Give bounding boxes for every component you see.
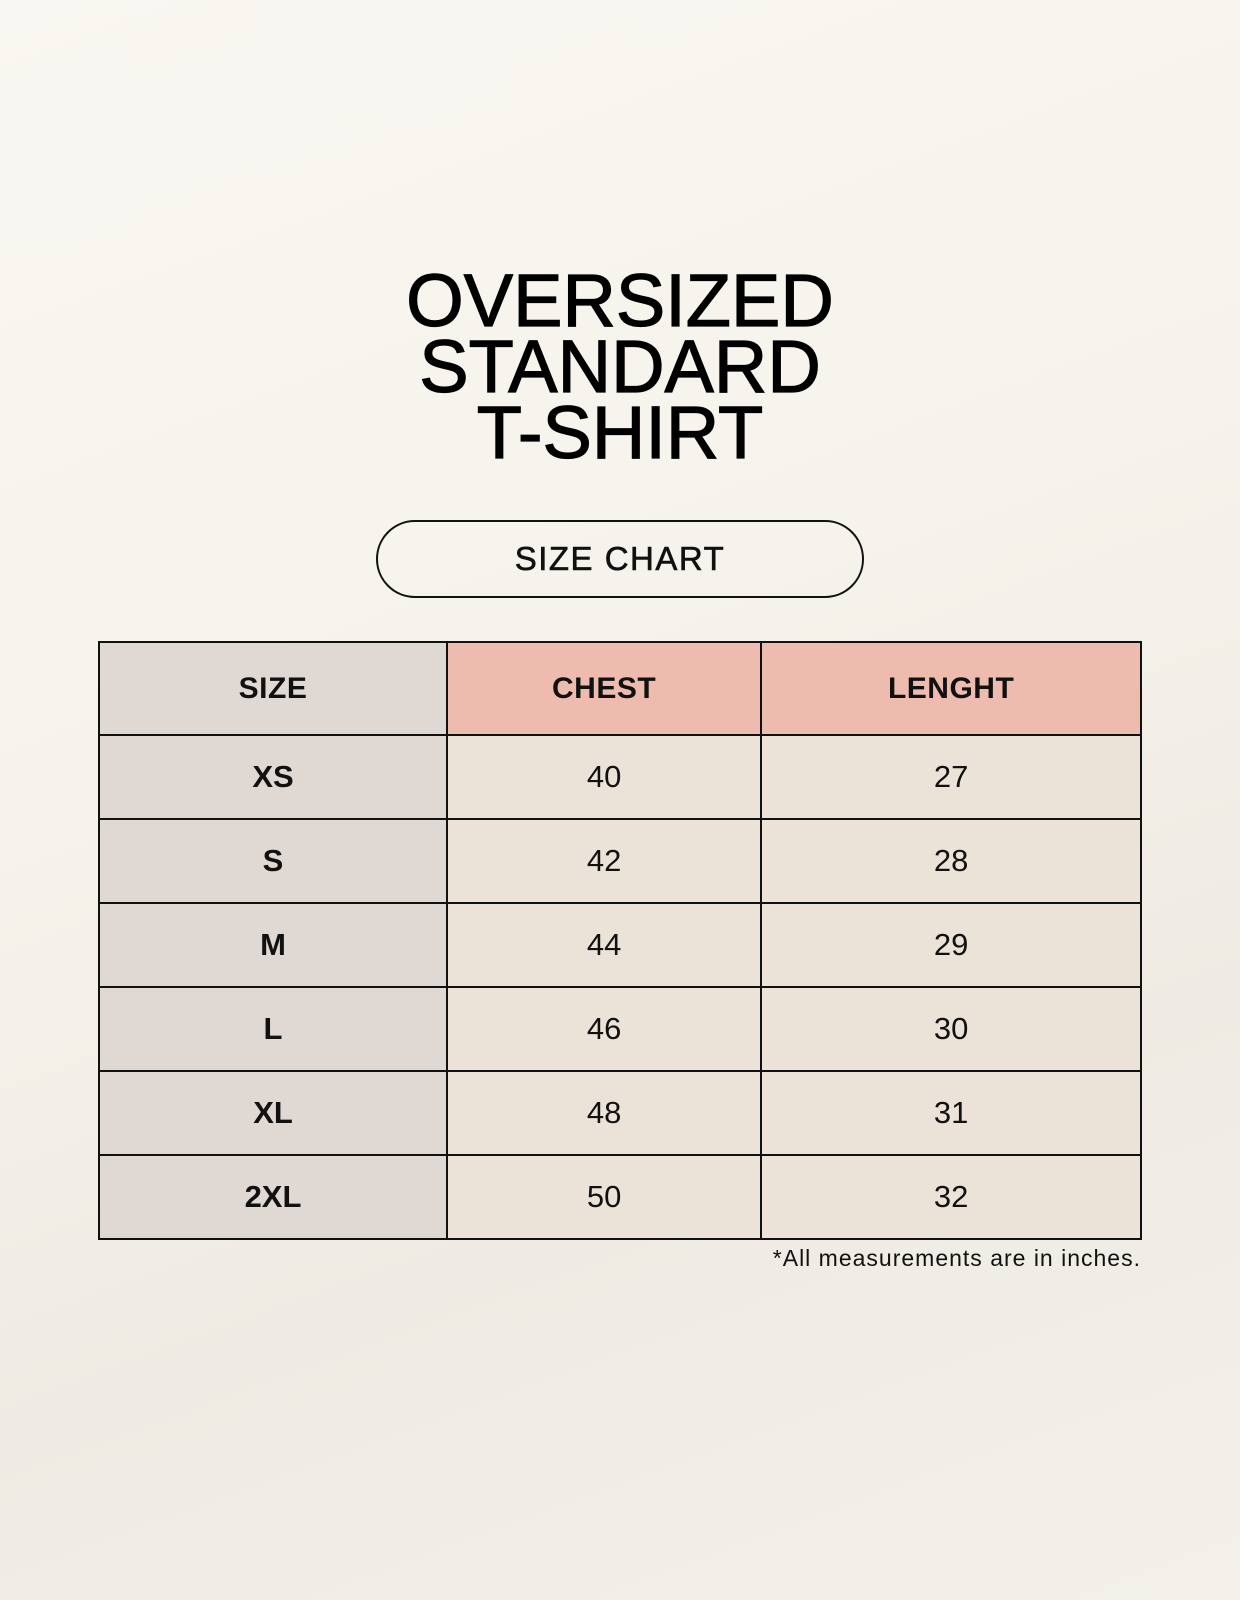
title-line: T-SHIRT [476, 391, 764, 474]
length-cell: 31 [760, 1070, 1142, 1156]
size-cell: S [98, 818, 448, 904]
table-row: XS 40 27 [98, 734, 1142, 820]
title-line: OVERSIZED [406, 259, 835, 342]
header-length: LENGHT [760, 641, 1142, 736]
header-chest: CHEST [445, 641, 763, 736]
size-cell: M [98, 902, 448, 988]
size-cell: XL [98, 1070, 448, 1156]
size-chart-badge: SIZE CHART [376, 520, 864, 598]
chest-cell: 46 [445, 986, 763, 1072]
table-row: L 46 30 [98, 986, 1142, 1072]
table-row: XL 48 31 [98, 1070, 1142, 1156]
chest-cell: 50 [445, 1154, 763, 1240]
footnote: *All measurements are in inches. [772, 1245, 1141, 1271]
table-row: 2XL 50 32 [98, 1154, 1142, 1240]
chest-cell: 44 [445, 902, 763, 988]
size-cell: L [98, 986, 448, 1072]
size-cell: 2XL [98, 1154, 448, 1240]
length-cell: 28 [760, 818, 1142, 904]
size-table: SIZE CHEST LENGHT XS 40 27 S 42 28 M 44 29 L 46 30 X… [98, 641, 1142, 1240]
size-cell: XS [98, 734, 448, 820]
table-header-row: SIZE CHEST LENGHT [98, 641, 1142, 736]
length-cell: 32 [760, 1154, 1142, 1240]
table-row: M 44 29 [98, 902, 1142, 988]
table-row: S 42 28 [98, 818, 1142, 904]
chest-cell: 48 [445, 1070, 763, 1156]
length-cell: 29 [760, 902, 1142, 988]
chest-cell: 40 [445, 734, 763, 820]
length-cell: 27 [760, 734, 1142, 820]
chest-cell: 42 [445, 818, 763, 904]
title-line: STANDARD [419, 325, 822, 408]
header-size: SIZE [98, 641, 448, 736]
page-title: OVERSIZED STANDARD T-SHIRT [0, 259, 1240, 474]
length-cell: 30 [760, 986, 1142, 1072]
